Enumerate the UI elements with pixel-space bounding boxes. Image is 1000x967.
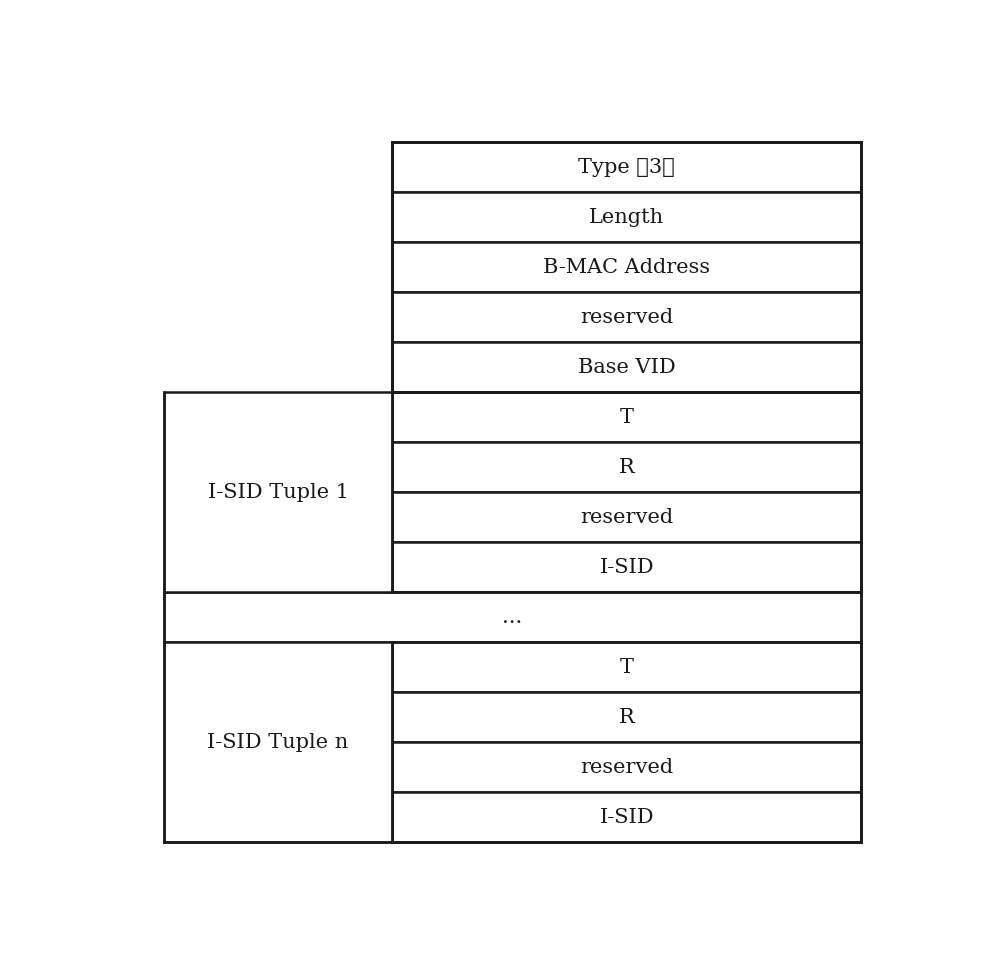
Bar (392, 742, 861, 792)
Bar (164, 642, 392, 842)
Bar (392, 342, 861, 392)
Bar (392, 442, 861, 492)
Bar (392, 392, 861, 442)
Text: I-SID Tuple 1: I-SID Tuple 1 (208, 483, 349, 502)
Text: I-SID: I-SID (600, 558, 654, 576)
Text: Base VID: Base VID (578, 358, 676, 376)
Bar (392, 692, 861, 742)
Text: B-MAC Address: B-MAC Address (543, 257, 710, 277)
Text: Length: Length (589, 208, 664, 226)
Bar (392, 642, 861, 842)
Bar (392, 292, 861, 342)
Text: R: R (619, 708, 635, 726)
Text: ...: ... (502, 607, 523, 627)
Bar (392, 242, 861, 292)
Text: T: T (620, 658, 634, 677)
Bar (164, 592, 861, 642)
Bar (392, 392, 861, 592)
Bar (392, 142, 861, 392)
Bar (392, 192, 861, 242)
Bar (392, 792, 861, 842)
Text: I-SID: I-SID (600, 807, 654, 827)
Text: reserved: reserved (580, 308, 673, 327)
Bar (392, 492, 861, 542)
Text: Type （3）: Type （3） (578, 158, 675, 177)
Bar (392, 642, 861, 692)
Text: R: R (619, 457, 635, 477)
Text: reserved: reserved (580, 508, 673, 527)
Bar (392, 542, 861, 592)
Text: T: T (620, 407, 634, 426)
Text: reserved: reserved (580, 757, 673, 777)
Text: I-SID Tuple n: I-SID Tuple n (207, 733, 349, 751)
Bar (392, 142, 861, 192)
Bar (164, 392, 392, 592)
